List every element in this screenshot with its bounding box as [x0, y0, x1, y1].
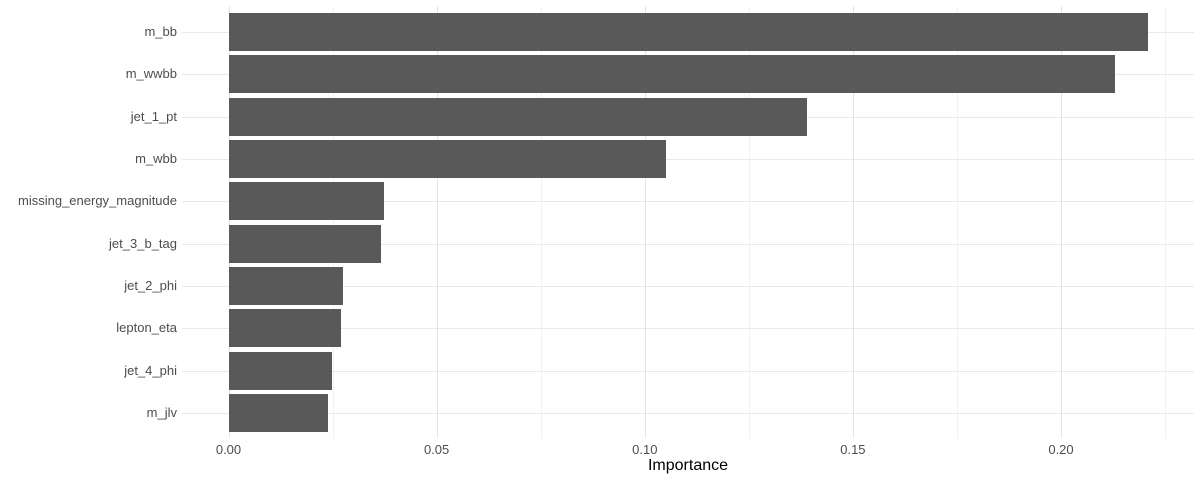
- importance-bar-m_bb: [228, 13, 1149, 51]
- importance-bar-jet_4_phi: [228, 351, 333, 390]
- importance-bar-jet_1_pt: [228, 97, 808, 136]
- x-tick-label-0.00: 0.00: [215, 442, 242, 457]
- grid-minor-vline: [540, 6, 542, 438]
- grid-major-vline: [228, 6, 230, 438]
- importance-bar-jet_2_phi: [228, 267, 344, 305]
- importance-bar-jet_3_b_tag: [228, 224, 381, 263]
- y-tick-label-m_jlv: m_jlv: [146, 405, 177, 420]
- grid-hline: [182, 201, 1194, 203]
- grid-minor-vline: [748, 6, 750, 438]
- grid-hline: [182, 413, 1194, 414]
- y-tick-label-jet_4_phi: jet_4_phi: [124, 362, 177, 378]
- x-tick-label-0.20: 0.20: [1048, 442, 1074, 457]
- importance-bar-lepton_eta: [228, 309, 341, 348]
- grid-hline: [182, 243, 1194, 245]
- x-axis-title: Importance: [647, 457, 729, 474]
- y-tick-label-m_bb: m_bb: [144, 24, 177, 39]
- y-tick-label-m_wbb: m_wbb: [135, 151, 177, 166]
- y-tick-label-jet_3_b_tag: jet_3_b_tag: [109, 235, 177, 251]
- grid-hline: [182, 370, 1194, 372]
- x-tick-label-0.15: 0.15: [840, 442, 866, 457]
- importance-bar-m_wbb: [228, 140, 666, 178]
- y-tick-label-jet_2_phi: jet_2_phi: [124, 278, 177, 293]
- grid-major-vline: [436, 6, 438, 438]
- y-tick-label-lepton_eta: lepton_eta: [116, 320, 177, 336]
- grid-major-vline: [1061, 6, 1062, 438]
- importance-bar-missing_energy_magnitude: [228, 182, 385, 221]
- x-tick-label-0.05: 0.05: [423, 442, 450, 457]
- grid-hline: [182, 286, 1194, 287]
- grid-minor-vline: [1165, 6, 1167, 438]
- grid-minor-vline: [332, 6, 334, 438]
- x-tick-label-0.10: 0.10: [632, 442, 658, 457]
- grid-minor-vline: [956, 6, 958, 438]
- plot-panel: [182, 6, 1194, 438]
- grid-hline: [182, 328, 1194, 330]
- grid-major-vline: [852, 6, 854, 438]
- importance-bar-m_wwbb: [228, 55, 1116, 94]
- y-tick-label-missing_energy_magnitude: missing_energy_magnitude: [18, 193, 177, 209]
- grid-major-vline: [644, 6, 646, 438]
- y-tick-label-jet_1_pt: jet_1_pt: [130, 108, 177, 124]
- y-tick-label-m_wwbb: m_wwbb: [125, 66, 177, 82]
- importance-bar-m_jlv: [228, 394, 329, 432]
- grid-hline: [182, 159, 1194, 160]
